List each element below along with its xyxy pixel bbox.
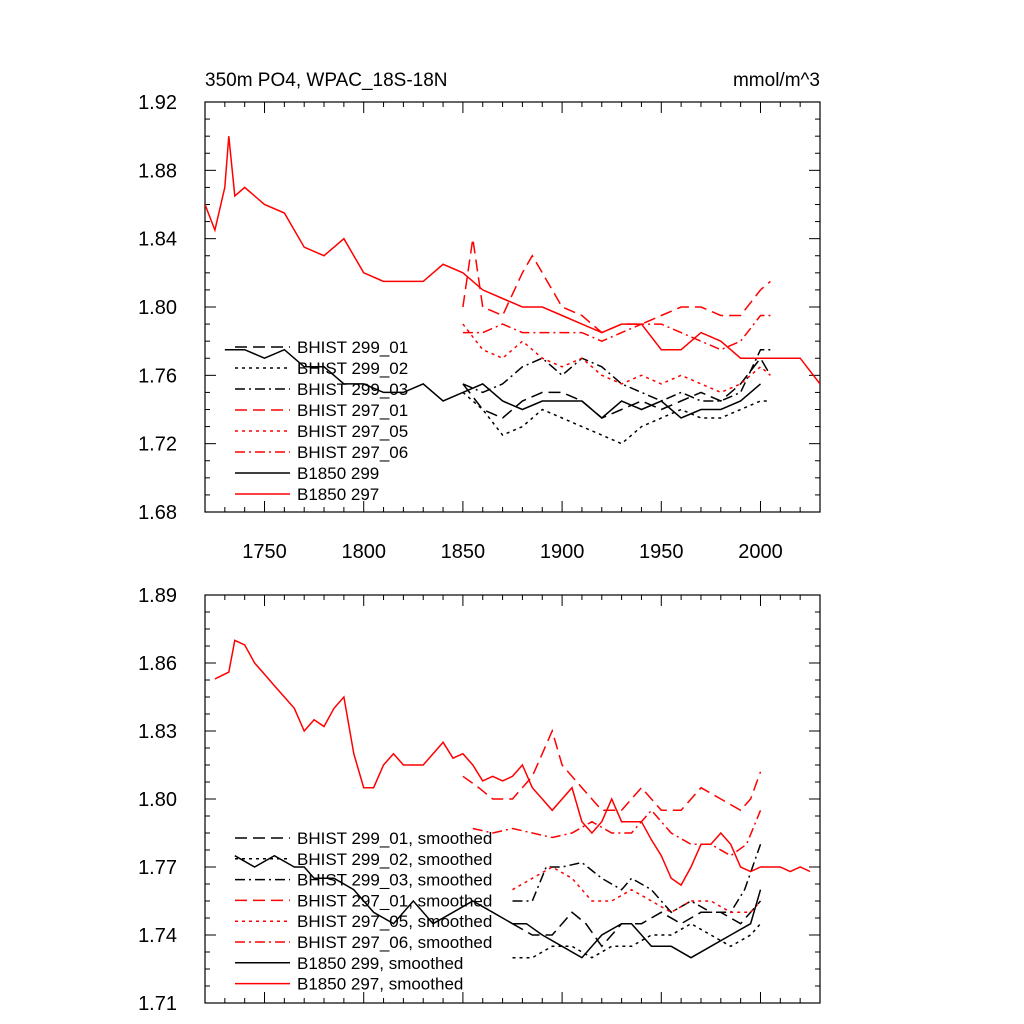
legend-label: B1850 299, smoothed xyxy=(297,954,463,973)
x-tick-label: 1850 xyxy=(441,541,486,563)
legend-label: BHIST 297_01 xyxy=(297,401,408,420)
legend-label: B1850 299 xyxy=(297,464,379,483)
y-tick-label: 1.72 xyxy=(138,434,177,456)
series-line-bhist-299-02 xyxy=(462,391,771,445)
legend-label: BHIST 297_01, smoothed xyxy=(297,891,492,910)
y-tick-label: 1.80 xyxy=(138,789,177,811)
y-tick-label: 1.88 xyxy=(138,160,177,182)
legend-label: BHIST 299_02 xyxy=(297,359,408,378)
legend-label: BHIST 299_01 xyxy=(297,338,408,357)
y-tick-label: 1.84 xyxy=(138,229,177,251)
x-tick-label: 1950 xyxy=(639,541,684,563)
legend-label: BHIST 299_02, smoothed xyxy=(297,850,492,869)
y-tick-label: 1.92 xyxy=(138,92,177,114)
units-label: mmol/m^3 xyxy=(733,70,820,91)
legend-label: BHIST 299_03 xyxy=(297,380,408,399)
legend-label: BHIST 297_05, smoothed xyxy=(297,912,492,931)
series-line-bhist-297-06 xyxy=(462,314,771,351)
y-tick-label: 1.83 xyxy=(138,721,177,743)
series-line-bhist-297-06-smoothed xyxy=(472,809,762,857)
panel-bottom: 1.71 1.74 1.77 1.80 1.83 1.86 1.89 BHIST 299_01… xyxy=(138,585,821,1015)
x-tick-label: 1900 xyxy=(540,541,585,563)
legend-label: B1850 297, smoothed xyxy=(297,975,463,994)
series-group xyxy=(205,136,820,445)
series-line-b1850-299 xyxy=(224,348,761,419)
y-tick-label: 1.86 xyxy=(138,653,177,675)
legend-label: BHIST 299_01, smoothed xyxy=(297,829,492,848)
series-line-b1850-297-smoothed xyxy=(214,639,811,887)
series-line-b1850-297 xyxy=(205,136,820,385)
series-line-bhist-297-05 xyxy=(462,323,771,394)
y-tick-label: 1.74 xyxy=(138,925,177,947)
y-tick-label: 1.77 xyxy=(138,857,177,879)
legend-label: BHIST 297_06 xyxy=(297,443,408,462)
series-line-bhist-299-03-smoothed xyxy=(512,844,762,914)
y-tick-label: 1.76 xyxy=(138,365,177,387)
y-tick-label: 1.68 xyxy=(138,502,177,524)
x-tick-label: 1800 xyxy=(341,541,386,563)
series-line-bhist-299-01 xyxy=(462,356,772,419)
series-line-bhist-299-03 xyxy=(462,348,771,402)
y-tick-label: 1.71 xyxy=(138,993,177,1015)
series-group xyxy=(214,639,811,959)
series-line-bhist-297-01-smoothed xyxy=(462,728,762,812)
legend-label: BHIST 299_03, smoothed xyxy=(297,871,492,890)
series-line-b1850-299-smoothed xyxy=(234,854,762,959)
chart-title: 350m PO4, WPAC_18S-18N xyxy=(205,70,448,91)
x-tick-label: 1750 xyxy=(242,541,287,563)
y-tick-label: 1.89 xyxy=(138,585,177,607)
legend-label: B1850 297 xyxy=(297,485,379,504)
y-tick-label: 1.80 xyxy=(138,297,177,319)
panel-top: 1.68 1.72 1.76 1.80 1.84 1.88 1.92 1750 1800 1850… xyxy=(138,92,821,563)
series-line-bhist-297-01 xyxy=(462,238,771,334)
legend-label: BHIST 297_06, smoothed xyxy=(297,933,492,952)
x-tick-label: 2000 xyxy=(738,541,783,563)
legend-label: BHIST 297_05 xyxy=(297,422,408,441)
series-line-bhist-297-05-smoothed xyxy=(512,866,762,914)
